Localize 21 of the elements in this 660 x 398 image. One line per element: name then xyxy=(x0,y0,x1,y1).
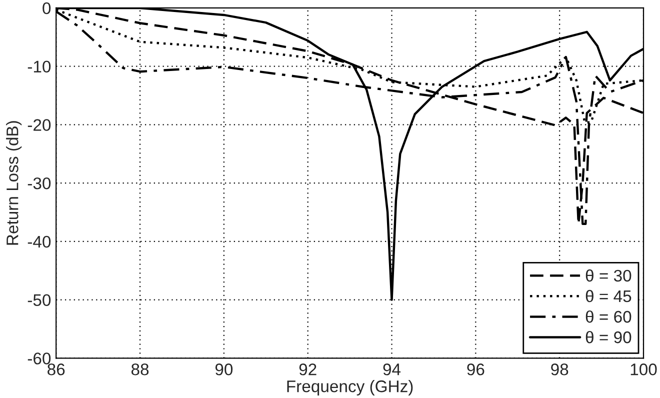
legend-label: θ = 45 xyxy=(586,290,632,302)
y-axis-title: Return Loss (dB) xyxy=(6,121,22,245)
x-axis-title: Frequency (GHz) xyxy=(287,380,413,396)
x-tick-label: 86 xyxy=(48,364,65,376)
x-tick-label: 98 xyxy=(551,364,568,376)
x-tick-label: 90 xyxy=(215,364,233,376)
x-tick-label: 88 xyxy=(131,364,149,376)
x-tick-label: 92 xyxy=(299,364,316,376)
y-tick-label: -20 xyxy=(28,119,51,131)
y-tick-label: -30 xyxy=(28,177,51,190)
legend-label: θ = 60 xyxy=(586,310,632,323)
y-tick-label: 0 xyxy=(42,2,51,14)
x-tick-label: 96 xyxy=(467,364,484,376)
y-tick-label: -60 xyxy=(28,352,51,364)
y-tick-label: -50 xyxy=(28,294,51,306)
y-tick-label: -40 xyxy=(28,236,51,248)
legend-label: θ = 30 xyxy=(586,269,632,282)
x-tick-label: 94 xyxy=(383,364,401,376)
y-tick-label: -10 xyxy=(28,60,51,73)
x-tick-label: 100 xyxy=(630,364,657,376)
legend-label: θ = 90 xyxy=(586,331,632,344)
